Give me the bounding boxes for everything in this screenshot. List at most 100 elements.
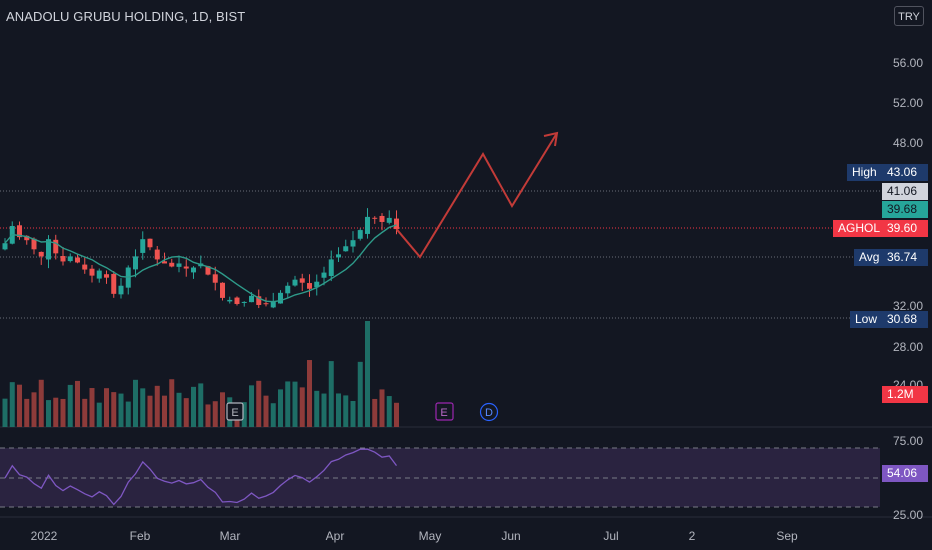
volume-bar: [220, 392, 225, 427]
last-price-tag: 39.68: [882, 201, 928, 218]
dividend-marker[interactable]: D: [479, 402, 499, 422]
candle-body[interactable]: [394, 218, 399, 230]
volume-bar: [386, 396, 392, 427]
volume-bar: [38, 379, 44, 427]
candle-body[interactable]: [46, 239, 51, 260]
candle-body[interactable]: [220, 282, 225, 298]
candle-body[interactable]: [31, 238, 37, 250]
time-label: Feb: [130, 529, 151, 543]
symbol-title[interactable]: ANADOLU GRUBU HOLDING, 1D, BIST: [6, 9, 246, 24]
volume-bar: [89, 388, 95, 427]
candle-body[interactable]: [53, 239, 59, 254]
candle-body[interactable]: [133, 256, 138, 270]
volume-bar: [205, 404, 211, 427]
candle-body[interactable]: [38, 251, 44, 257]
candle-body[interactable]: [24, 235, 30, 241]
currency-button[interactable]: TRY: [894, 6, 924, 26]
candle-body[interactable]: [169, 262, 175, 267]
projection-path[interactable]: [395, 132, 558, 259]
volume-bar: [183, 398, 189, 427]
volume-bar: [292, 381, 298, 427]
earnings-future-marker[interactable]: E: [435, 402, 454, 421]
candle-body[interactable]: [82, 264, 88, 270]
prev-close-tag: 41.06: [882, 183, 928, 200]
volume-bar: [256, 380, 262, 427]
earnings-past-marker[interactable]: E: [226, 402, 244, 421]
high-value-tag: 43.06: [882, 164, 928, 181]
candle-body[interactable]: [227, 299, 233, 302]
volume-bar: [53, 397, 59, 427]
candle-body[interactable]: [176, 263, 182, 267]
candle-body[interactable]: [118, 285, 124, 295]
volume-bar: [212, 401, 218, 427]
volume-bar: [285, 381, 291, 427]
rsi-tick: 25.00: [893, 508, 923, 522]
candle-body[interactable]: [104, 274, 109, 278]
volume-bar: [176, 392, 182, 427]
volume-bar: [17, 384, 22, 427]
candle-body[interactable]: [278, 292, 283, 304]
candle-body[interactable]: [321, 272, 327, 278]
candle-body[interactable]: [191, 267, 196, 273]
candle-body[interactable]: [75, 257, 80, 263]
volume-bar: [104, 388, 109, 427]
volume-bar: [321, 393, 327, 427]
time-label: Sep: [776, 529, 798, 543]
time-label: 2: [689, 529, 696, 543]
candle-body[interactable]: [365, 216, 370, 234]
candle-body[interactable]: [256, 296, 262, 305]
candle-body[interactable]: [60, 256, 66, 262]
candle-body[interactable]: [328, 259, 334, 277]
candle-body[interactable]: [205, 266, 211, 275]
high-label-tag: High: [847, 164, 882, 181]
candle-body[interactable]: [379, 215, 385, 222]
candle-body[interactable]: [307, 283, 312, 289]
price-tick: 56.00: [893, 56, 923, 70]
candle-body[interactable]: [263, 303, 269, 305]
candle-body[interactable]: [154, 249, 160, 260]
candle-body[interactable]: [89, 268, 95, 276]
candle-body[interactable]: [2, 243, 8, 250]
volume-tag: 1.2M: [882, 386, 928, 403]
candle-body[interactable]: [357, 230, 363, 239]
candle-body[interactable]: [336, 254, 341, 258]
candle-body[interactable]: [140, 239, 146, 253]
volume-bar: [336, 393, 341, 427]
volume-bar: [357, 361, 363, 427]
candle-body[interactable]: [96, 270, 102, 279]
candle-body[interactable]: [241, 301, 247, 303]
candle-body[interactable]: [350, 240, 356, 247]
candle-body[interactable]: [285, 285, 291, 294]
candle-body[interactable]: [234, 297, 240, 304]
volume-bar: [9, 382, 15, 427]
volume-bar: [154, 385, 160, 427]
volume-bar: [307, 360, 312, 427]
candle-body[interactable]: [17, 225, 22, 238]
candle-body[interactable]: [292, 279, 298, 286]
candle-body[interactable]: [372, 217, 378, 219]
price-tick: 28.00: [893, 340, 923, 354]
volume-bar: [249, 385, 254, 427]
volume-bar: [314, 390, 320, 427]
time-label: Jun: [501, 529, 520, 543]
candle-body[interactable]: [183, 266, 189, 269]
candle-body[interactable]: [270, 300, 276, 308]
candle-body[interactable]: [147, 238, 153, 248]
low-label-tag: Low: [850, 311, 883, 328]
price-candles[interactable]: [2, 208, 400, 309]
candle-body[interactable]: [111, 273, 117, 294]
candle-body[interactable]: [314, 281, 320, 288]
earnings-past-label: E: [231, 407, 238, 419]
candle-body[interactable]: [343, 246, 349, 252]
candle-body[interactable]: [386, 217, 392, 223]
candle-body[interactable]: [249, 295, 254, 303]
volume-bar: [263, 395, 269, 427]
volume-bar: [111, 392, 117, 427]
candle-body[interactable]: [67, 256, 73, 262]
volume-bar: [365, 321, 370, 427]
candle-body[interactable]: [212, 274, 218, 283]
candle-body[interactable]: [162, 261, 167, 264]
candle-body[interactable]: [299, 278, 305, 283]
volume-bar: [67, 384, 73, 427]
